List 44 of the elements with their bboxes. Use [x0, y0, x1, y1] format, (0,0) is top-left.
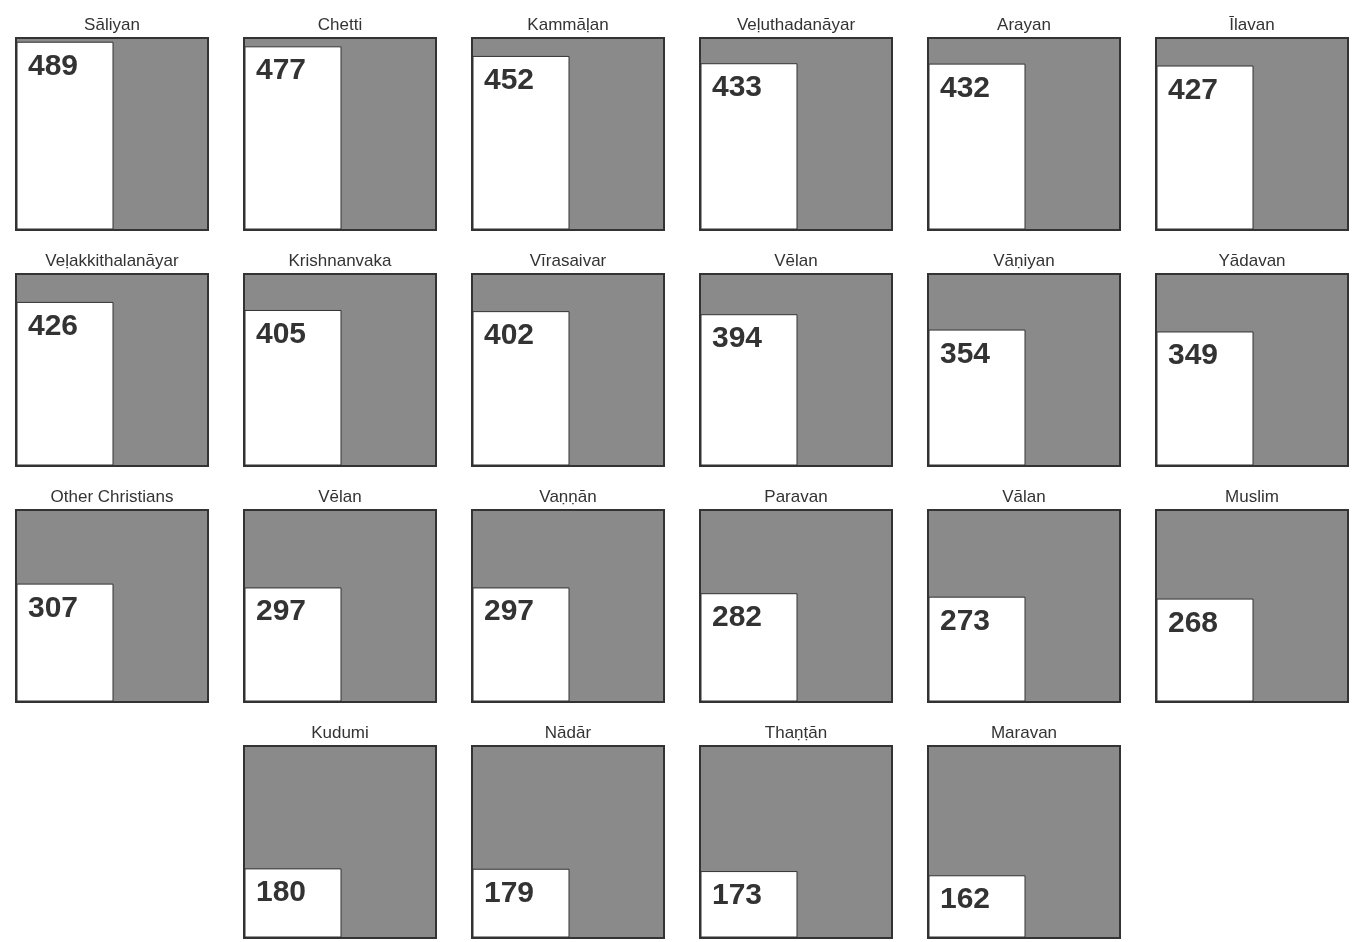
- data-label: 405: [256, 315, 307, 349]
- category-label: Arayan: [997, 14, 1051, 34]
- data-label: 402: [484, 317, 535, 351]
- category-label: Paravan: [764, 486, 828, 506]
- data-label: 432: [940, 69, 991, 103]
- data-label: 162: [940, 881, 991, 915]
- data-label: 297: [256, 593, 307, 627]
- category-label: Other Christians: [50, 486, 174, 506]
- category-label: Kudumi: [311, 722, 369, 742]
- category-label: Maravan: [990, 722, 1058, 742]
- category-label: Vālan: [1002, 486, 1046, 506]
- data-label: 268: [1168, 604, 1219, 638]
- data-label: 426: [28, 307, 79, 341]
- data-label: 179: [484, 874, 535, 908]
- category-label: Veḷakkithalanāyar: [45, 250, 179, 270]
- data-label: 452: [484, 61, 535, 95]
- category-label: Nādār: [544, 722, 592, 742]
- category-label: Krishnanvaka: [288, 250, 393, 270]
- category-label: Vēlan: [774, 250, 818, 270]
- data-label: 282: [712, 599, 763, 633]
- category-label: Yādavan: [1218, 250, 1286, 270]
- category-label: Veḷuthadanāyar: [736, 14, 856, 34]
- category-label: Thaṇṭān: [764, 722, 828, 742]
- category-label: Vīrasaivar: [529, 250, 607, 270]
- category-label: Muslim: [1225, 486, 1279, 506]
- data-label: 433: [712, 69, 763, 103]
- category-label: Vēlan: [318, 486, 362, 506]
- data-label: 173: [712, 877, 763, 911]
- data-label: 489: [28, 47, 79, 81]
- data-label: 427: [1168, 71, 1219, 105]
- category-label: Vaṇṇān: [539, 486, 597, 506]
- category-label: Vāṇiyan: [993, 250, 1055, 270]
- category-label: Kammāḷan: [527, 14, 609, 34]
- data-label: 307: [28, 589, 79, 623]
- data-label: 273: [940, 602, 991, 636]
- data-label: 354: [940, 335, 991, 369]
- data-label: 297: [484, 593, 535, 627]
- data-label: 394: [712, 320, 763, 354]
- data-label: 477: [256, 52, 307, 86]
- category-label: Sāliyan: [84, 14, 140, 34]
- data-label: 349: [1168, 337, 1219, 371]
- category-label: Chetti: [317, 14, 363, 34]
- category-label: Īlavan: [1229, 14, 1275, 34]
- data-label: 180: [256, 874, 307, 908]
